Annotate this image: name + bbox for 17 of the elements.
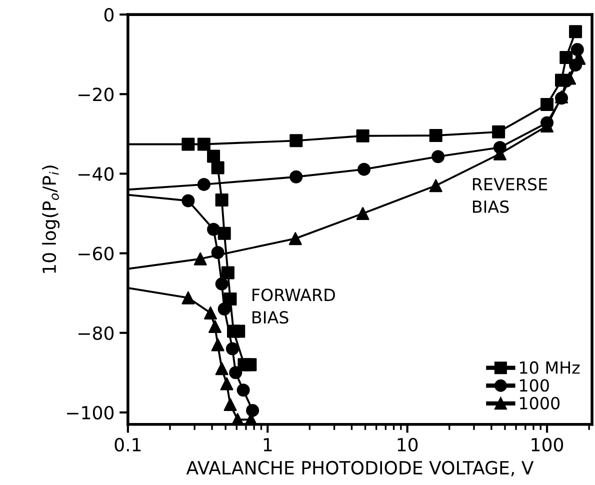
legend-label: 1000 <box>520 396 560 410</box>
y-tick-label: −60 <box>78 246 114 260</box>
x-tick-label: 1 <box>264 438 272 452</box>
y-tick-label: 0 <box>104 8 114 22</box>
annotation: REVERSE BIAS <box>472 178 548 213</box>
y-tick-label: −40 <box>78 167 114 181</box>
y-tick-label: −100 <box>67 406 114 420</box>
y-tick-label: −20 <box>78 88 114 102</box>
annotation: FORWARD BIAS <box>252 288 335 324</box>
legend-label: 100 <box>520 379 549 392</box>
x-axis-title: AVALANCHE PHOTODIODE VOLTAGE, V <box>186 460 534 476</box>
x-tick-label: 100 <box>532 438 564 452</box>
x-tick-label: 10 <box>398 438 418 452</box>
y-tick-label: −80 <box>78 326 114 340</box>
x-tick-label: 0.1 <box>114 438 141 452</box>
legend-label: 10 MHz <box>520 361 580 374</box>
y-axis-title: 10 log(P$_{o}$/P$_{i}$) <box>42 166 60 273</box>
